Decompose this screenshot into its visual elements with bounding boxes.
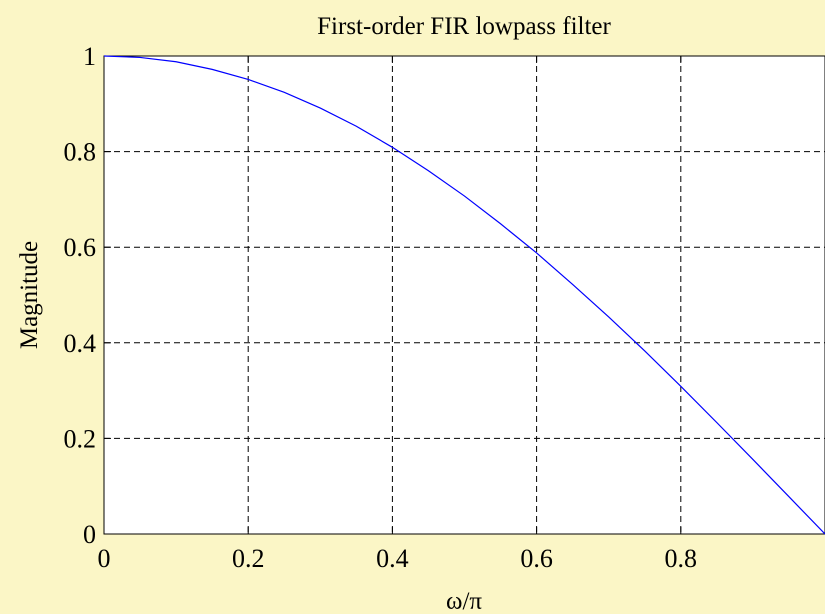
y-tick-label: 0.2 [64, 424, 97, 453]
y-tick-label: 0 [83, 520, 96, 549]
series-group [103, 55, 825, 535]
y-axis-label: Magnitude [16, 241, 43, 349]
axis-ticks [103, 55, 682, 535]
x-tick-label: 0.2 [232, 544, 265, 573]
x-tick-label: 0.6 [520, 544, 553, 573]
x-tick-label: 0.8 [665, 544, 698, 573]
x-axis-label: ω/π [446, 588, 482, 614]
series-line [103, 55, 825, 535]
plot-area [103, 55, 825, 535]
y-tick-label: 0.4 [64, 329, 97, 358]
y-tick-label: 0.6 [64, 233, 97, 262]
x-tick-label: 0.4 [376, 544, 409, 573]
grid-lines [104, 56, 825, 534]
y-tick-label: 0.8 [64, 138, 97, 167]
y-tick-label: 1 [83, 42, 96, 71]
chart-title: First-order FIR lowpass filter [317, 13, 611, 40]
x-tick-label: 0 [98, 544, 111, 573]
tick-labels: 0 0.2 0.4 0.6 0.8 0 0.2 0.4 0.6 0.8 1 [64, 42, 698, 573]
